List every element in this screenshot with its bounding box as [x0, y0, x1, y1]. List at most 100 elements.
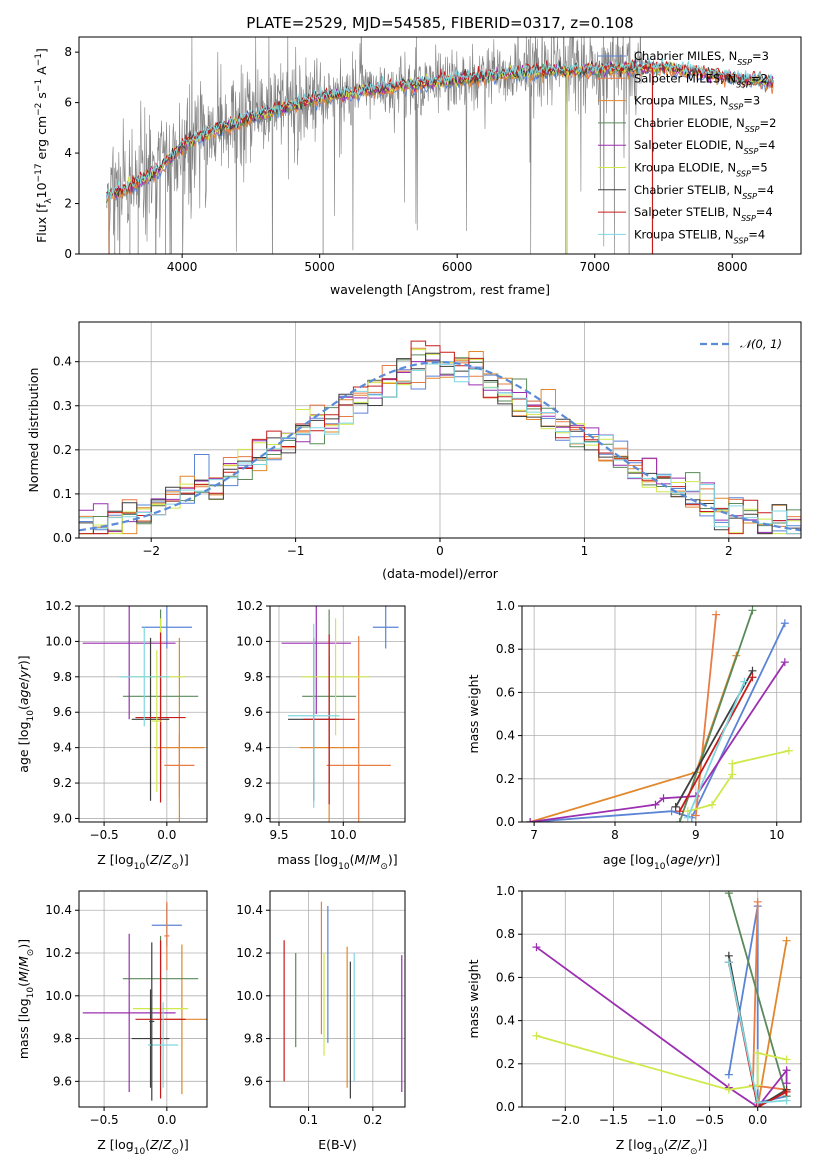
y-tick-label: 9.8	[244, 670, 263, 684]
x-tick-label: 8000	[717, 260, 748, 274]
y-tick-label: 0.4	[496, 729, 515, 743]
axes-frame	[78, 605, 208, 823]
legend-label-1: Salpeter MILES, NSSP=2	[634, 71, 768, 89]
y-tick-label: 0.4	[496, 1014, 515, 1028]
weight-marker	[667, 807, 676, 816]
axes-frame	[78, 36, 802, 255]
errorbar-point	[135, 940, 186, 1099]
y-tick-label: 9.2	[53, 776, 72, 790]
x-tick-label: 0.1	[299, 1113, 318, 1127]
weight-marker	[782, 1055, 791, 1064]
panel-age-vs-mass: 9.5 10.0 9.0 9.2 9.4 9.6 9.8 10.0 10.2 mass [log1…	[236, 599, 406, 872]
x-axis-label: mass [log10(M/M⊙)]	[277, 852, 397, 872]
weight-series-0	[530, 622, 786, 822]
y-tick-label: 0.0	[53, 531, 72, 545]
errorbar-point	[288, 623, 340, 808]
y-tick-label: 1.0	[496, 884, 515, 898]
legend-label-2: Kroupa MILES, NSSP=3	[634, 94, 760, 112]
legend-label-5: Kroupa ELODIE, NSSP=5	[634, 161, 768, 179]
y-tick-label: 10.4	[236, 903, 263, 917]
grid	[270, 605, 405, 822]
errorbar-point	[119, 627, 170, 727]
axes: −2 −1 0 1 2 0.0 0.1 0.2 0.3 0.4 𝒩(0, 1) (data-model…	[26, 321, 802, 581]
x-tick-label: 0.0	[157, 828, 176, 842]
x-tick-label: 2	[725, 544, 733, 558]
weight-marker	[780, 658, 789, 667]
errorbar-point	[82, 933, 176, 1093]
errorbar-point	[326, 636, 391, 822]
errorbar-point	[141, 606, 192, 649]
weight-series-1	[695, 614, 717, 816]
weight-marker	[675, 818, 684, 822]
weight-marker	[724, 1070, 733, 1079]
y-tick-label: 9.6	[53, 1074, 72, 1088]
y-tick-label: 10.2	[45, 946, 72, 960]
x-tick-label: 7000	[579, 260, 610, 274]
axes: −0.5 0.0 9.0 9.2 9.4 9.6 9.8 10.0 10.2 Z [log10(Z…	[16, 599, 208, 872]
y-tick-label: 10.0	[45, 634, 72, 648]
grid	[522, 605, 801, 823]
y-tick-label: 9.6	[244, 1074, 263, 1088]
x-tick-label: 0.2	[363, 1113, 382, 1127]
x-tick-label: 6000	[442, 260, 473, 274]
y-axis-label: mass [log10(M/M⊙)]	[16, 939, 36, 1059]
y-tick-label: 10.4	[45, 903, 72, 917]
errorbar-point	[135, 632, 186, 803]
y-tick-label: 0.2	[496, 1057, 515, 1071]
plot-area	[106, 37, 774, 254]
legend-label-6: Chabrier STELIB, NSSP=4	[634, 183, 774, 201]
plot-area	[82, 901, 207, 1101]
legend-label-0: Chabrier MILES, NSSP=3	[634, 49, 769, 67]
weight-marker	[526, 818, 535, 822]
y-axis-label: mass weight	[466, 959, 481, 1038]
x-tick-label: −0.5	[695, 1113, 724, 1127]
weight-marker	[724, 1085, 733, 1094]
x-tick-label: −1	[287, 544, 305, 558]
y-tick-label: 10.0	[45, 989, 72, 1003]
x-tick-label: 5000	[304, 260, 335, 274]
grid	[79, 891, 207, 1107]
model-spectrum-8	[106, 56, 774, 200]
axes: −2.0 −1.5 −1.0 −0.5 0.0 0.0 0.2 0.4 0.6 0.8 1.0 Z […	[466, 884, 802, 1157]
x-tick-label: −1.5	[599, 1113, 628, 1127]
panel-residuals: −2 −1 0 1 2 0.0 0.1 0.2 0.3 0.4 𝒩(0, 1) (data-model…	[26, 321, 802, 581]
plot-area	[79, 340, 801, 535]
y-tick-label: 0.6	[496, 685, 515, 699]
errorbar-point	[131, 637, 170, 801]
x-tick-label: −2.0	[551, 1113, 580, 1127]
weight-marker	[784, 746, 793, 755]
y-tick-label: 0.8	[496, 642, 515, 656]
weight-marker	[724, 891, 733, 898]
plot-area	[281, 606, 399, 822]
weight-marker	[748, 673, 757, 682]
weight-marker	[675, 807, 684, 816]
weight-marker	[782, 1096, 791, 1105]
panel-spectrum: 4000 5000 6000 7000 8000 0 2 4 6 8 wavelength [Ang…	[34, 36, 802, 297]
observed-spectrum	[106, 37, 643, 254]
weight-marker	[659, 794, 668, 803]
weight-marker	[532, 943, 541, 952]
x-tick-label: −0.5	[90, 1113, 119, 1127]
y-tick-label: 9.8	[53, 1032, 72, 1046]
panel-age-vs-Z: −0.5 0.0 9.0 9.2 9.4 9.6 9.8 10.0 10.2 Z [log10(Z…	[16, 599, 208, 872]
weight-series-3	[678, 610, 754, 822]
y-tick-label: 4	[64, 146, 72, 160]
y-tick-label: 9.8	[53, 670, 72, 684]
weight-series-3	[727, 892, 788, 1097]
legend-label-reference: 𝒩(0, 1)	[740, 337, 782, 351]
x-axis-label: Z [log10(Z/Z⊙)]	[97, 1137, 189, 1157]
grid	[270, 891, 405, 1107]
x-tick-label: 10.0	[330, 828, 357, 842]
plot-area	[283, 901, 403, 1099]
y-tick-label: 10.0	[236, 634, 263, 648]
axes-frame	[78, 890, 208, 1108]
errorbar-point	[164, 901, 170, 971]
weight-marker	[532, 1031, 541, 1040]
weight-series-8	[686, 681, 746, 819]
axes: −0.5 0.0 9.6 9.8 10.0 10.2 10.4 Z [log10(Z/Z⊙)]…	[16, 890, 208, 1157]
errorbar-point	[148, 1002, 179, 1088]
legend-label-7: Salpeter STELIB, NSSP=4	[634, 205, 773, 223]
y-tick-label: 9.4	[244, 741, 263, 755]
y-tick-label: 9.6	[244, 705, 263, 719]
